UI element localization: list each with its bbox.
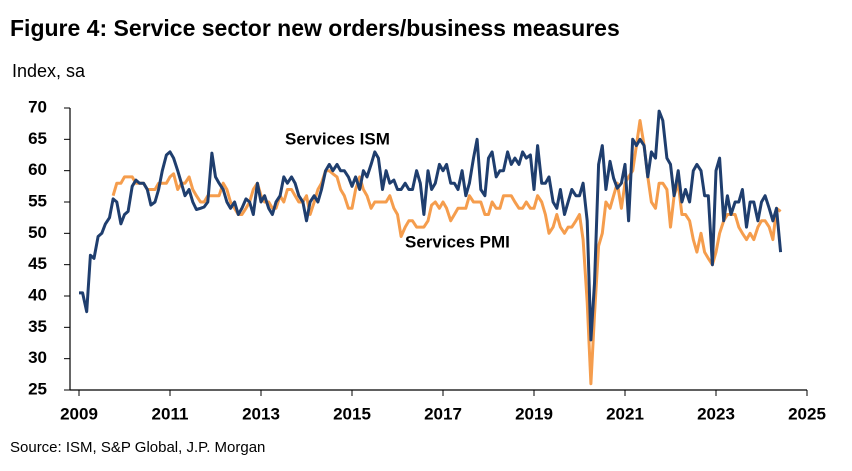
chart-title: Figure 4: Service sector new orders/busi… — [10, 15, 620, 41]
y-tick-label: 35 — [28, 317, 47, 336]
series-label: Services PMI — [405, 232, 510, 251]
x-tick-label: 2025 — [788, 404, 826, 423]
x-tick-label: 2023 — [697, 404, 735, 423]
y-tick-label: 55 — [28, 191, 47, 210]
x-tick-label: 2013 — [242, 404, 280, 423]
x-tick-label: 2021 — [606, 404, 644, 423]
x-tick-label: 2009 — [60, 404, 98, 423]
y-tick-label: 70 — [28, 97, 47, 116]
source: Source: ISM, S&P Global, J.P. Morgan — [10, 439, 265, 456]
x-tick-label: 2011 — [152, 404, 189, 423]
y-tick-label: 25 — [28, 379, 47, 398]
y-tick-label: 30 — [28, 348, 47, 367]
subtitle: Index, sa — [12, 61, 86, 81]
y-tick-label: 45 — [28, 254, 47, 273]
y-tick-label: 60 — [28, 160, 47, 179]
line-series — [111, 119, 782, 386]
x-tick-label: 2019 — [515, 404, 553, 423]
x-tick-label: 2015 — [333, 404, 371, 423]
y-tick-label: 65 — [28, 129, 47, 148]
series-label: Services ISM — [285, 129, 390, 148]
y-tick-label: 40 — [28, 285, 47, 304]
x-tick-label: 2017 — [424, 404, 462, 423]
y-tick-label: 50 — [28, 223, 47, 242]
line-series — [79, 109, 783, 342]
